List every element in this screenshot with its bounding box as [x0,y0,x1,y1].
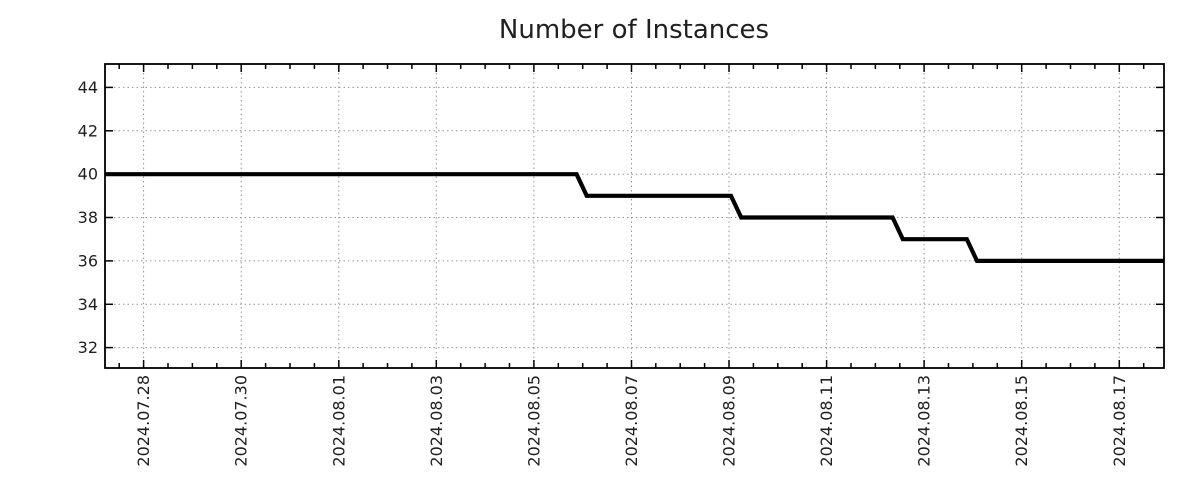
data-series-line [105,172,1164,263]
y-tick-label: 38 [78,208,98,227]
axes-layer [104,63,1165,369]
x-tick-label: 2024.08.07 [622,375,641,467]
x-tick-label: 2024.08.15 [1012,375,1031,467]
x-tick-label: 2024.07.30 [232,375,251,467]
series-layer [105,172,1164,263]
x-tick-label: 2024.08.09 [720,375,739,467]
tick-labels-layer: 32 34 36 38 40 42 44 2024.07.28 2024.07.30 2024.0… [78,78,1129,467]
y-tick-label: 44 [78,78,98,97]
x-tick-label: 2024.08.01 [329,375,348,467]
x-tick-label: 2024.08.17 [1110,375,1129,467]
x-tick-label: 2024.08.03 [427,375,446,467]
y-tick-label: 32 [78,338,98,357]
chart-title: Number of Instances [499,15,769,45]
y-tick-label: 34 [78,295,98,314]
y-tick-label: 40 [78,165,98,184]
grid-layer [105,64,1164,368]
x-tick-label: 2024.08.11 [817,375,836,467]
x-tick-label: 2024.07.28 [134,375,153,467]
plot-border [104,63,1165,369]
x-tick-label: 2024.08.13 [915,375,934,467]
y-tick-label: 36 [78,251,98,270]
y-tick-label: 42 [78,121,98,140]
x-tick-label: 2024.08.05 [524,375,543,467]
